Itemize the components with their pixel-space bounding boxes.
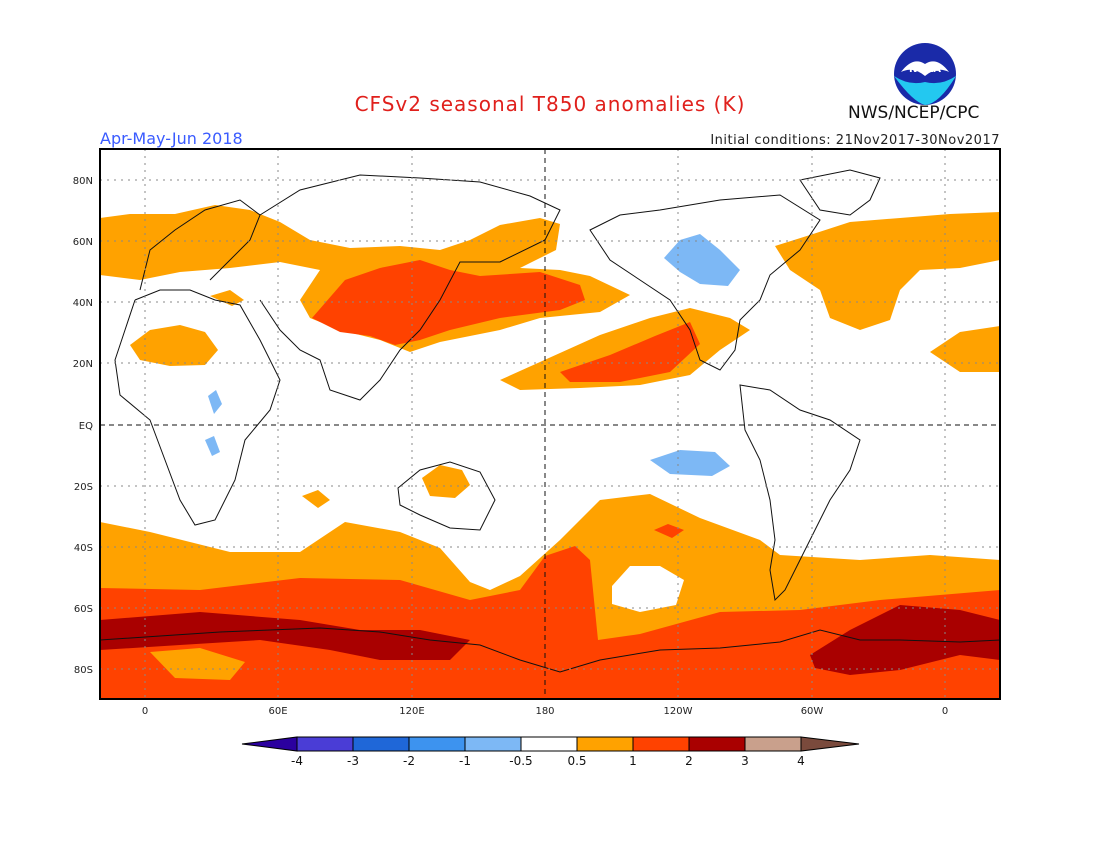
logo-text: NOAA [909, 64, 941, 75]
map-frame [99, 148, 1001, 700]
graticule [100, 149, 1000, 699]
coast-australia [397, 461, 496, 531]
cool-region-africa-2 [205, 436, 220, 456]
legend-level-label: -2 [403, 754, 415, 768]
lon-label: 60E [268, 706, 287, 717]
warm-region-south-red [100, 546, 1000, 699]
latitude-labels: 80N 60N 40N 20N EQ 20S 40S 60S 80S [73, 176, 93, 676]
lat-label: EQ [79, 421, 93, 432]
lat-label: 80S [74, 665, 93, 676]
chart-title: CFSv2 seasonal T850 anomalies (K) [354, 92, 746, 116]
warm-region-orange-island [150, 648, 245, 680]
neutral-region-south-pacific [612, 566, 684, 612]
warm-region-small-red [654, 524, 684, 538]
warm-region-west-europe-orange [955, 215, 1000, 255]
noaa-logo: NOAA [893, 42, 957, 106]
warm-region-australia [422, 465, 470, 498]
legend-swatch [520, 736, 578, 752]
lat-label: 80N [73, 176, 93, 187]
lon-label: 60W [801, 706, 824, 717]
legend-swatch [464, 736, 522, 752]
legend-swatches [241, 736, 860, 752]
cool-region-africa [208, 390, 222, 414]
lat-label: 60S [74, 604, 93, 615]
warm-region-north-africa-orange [130, 325, 218, 366]
legend-level-label: 4 [797, 754, 805, 768]
coast-south-america [739, 384, 861, 602]
legend-swatch [632, 736, 690, 752]
legend-swatch [352, 736, 410, 752]
legend-swatch [296, 736, 354, 752]
season-label: Apr-May-Jun 2018 [100, 129, 243, 148]
legend-level-label: 0.5 [567, 754, 586, 768]
legend-labels: -4 -3 -2 -1 -0.5 0.5 1 2 3 4 [291, 754, 805, 768]
legend-swatch [408, 736, 466, 752]
legend-swatch [744, 736, 802, 752]
coastlines [100, 169, 1000, 673]
lon-label: 120W [664, 706, 693, 717]
coast-antarctica [100, 627, 1000, 673]
reference-lines [100, 149, 1000, 699]
legend-level-label: -1 [459, 754, 471, 768]
cool-region-north-pacific [664, 234, 740, 286]
legend-swatch-max [800, 736, 860, 752]
warm-region-north-atlantic-orange [775, 212, 1000, 330]
lat-label: 20S [74, 482, 93, 493]
legend-level-label: 2 [685, 754, 693, 768]
lat-label: 40N [73, 298, 93, 309]
initial-conditions-label: Initial conditions: 21Nov2017-30Nov2017 [710, 133, 1000, 148]
legend-level-label: -4 [291, 754, 303, 768]
lon-label: 0 [142, 706, 148, 717]
lat-label: 60N [73, 237, 93, 248]
coast-africa-europe [114, 199, 281, 526]
warm-region-antarctic-darkred [100, 612, 470, 660]
legend-level-label: 3 [741, 754, 749, 768]
legend-swatch [576, 736, 634, 752]
legend-level-label: -0.5 [509, 754, 532, 768]
warm-region-west-africa-orange [930, 326, 1000, 372]
lat-label: 40S [74, 543, 93, 554]
warm-region-south-atlantic-small [302, 490, 330, 508]
legend-swatch-min [241, 736, 298, 752]
coast-greenland [799, 169, 881, 216]
warm-region-mediterranean [210, 290, 244, 306]
legend-swatch [688, 736, 746, 752]
coast-asia [259, 174, 561, 401]
lon-label: 180 [535, 706, 554, 717]
cool-region-tropical-pacific [650, 450, 730, 476]
legend-level-label: 1 [629, 754, 637, 768]
lon-label: 120E [399, 706, 424, 717]
coast-north-america [589, 194, 821, 371]
warm-region-north-asia-red [312, 260, 585, 345]
lat-label: 20N [73, 359, 93, 370]
warm-region-north-pacific-red [560, 322, 700, 382]
agency-label: NWS/NCEP/CPC [848, 103, 980, 123]
legend-level-label: -3 [347, 754, 359, 768]
lon-label: 0 [942, 706, 948, 717]
longitude-labels: 0 60E 120E 180 120W 60W 0 [142, 706, 948, 717]
